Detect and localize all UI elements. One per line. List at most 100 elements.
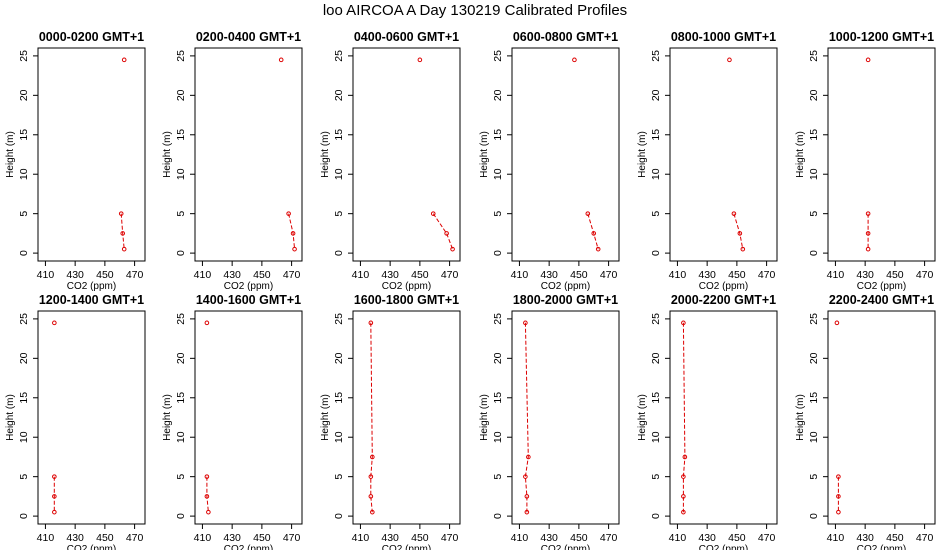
x-tick-label: 470 — [441, 532, 459, 544]
x-tick-label: 410 — [194, 269, 212, 281]
x-tick-label: 450 — [570, 269, 588, 281]
y-axis-label: Height (m) — [320, 394, 331, 441]
y-tick-label: 10 — [333, 168, 345, 180]
y-tick-label: 15 — [808, 392, 820, 404]
data-point — [681, 494, 686, 499]
y-tick-label: 20 — [808, 89, 820, 101]
x-tick-label: 450 — [886, 269, 904, 281]
x-axis-label: CO2 (ppm) — [67, 544, 116, 550]
y-tick-label: 5 — [492, 474, 504, 480]
data-point — [120, 231, 126, 236]
panel-title: 0600-0800 GMT+1 — [513, 30, 618, 44]
y-tick-label: 15 — [650, 392, 662, 404]
x-tick-label: 430 — [856, 532, 874, 544]
x-tick-label: 430 — [540, 269, 558, 281]
panel-title: 1000-1200 GMT+1 — [829, 30, 934, 44]
y-tick-label: 25 — [18, 50, 30, 62]
panel-title: 0400-0600 GMT+1 — [354, 30, 459, 44]
x-axis-label: CO2 (ppm) — [67, 281, 116, 292]
y-tick-label: 10 — [175, 431, 187, 443]
y-axis-label: Height (m) — [5, 394, 16, 441]
y-tick-label: 0 — [333, 513, 345, 519]
data-point — [865, 211, 871, 216]
y-tick-label: 20 — [492, 352, 504, 364]
x-tick-label: 450 — [253, 269, 271, 281]
y-tick-label: 0 — [492, 250, 504, 256]
data-point — [681, 509, 686, 515]
y-axis-label: Height (m) — [320, 131, 331, 178]
data-point — [523, 474, 528, 479]
data-point — [290, 231, 296, 236]
x-tick-label: 470 — [758, 532, 776, 544]
x-axis-label: CO2 (ppm) — [699, 281, 748, 292]
y-tick-label: 5 — [175, 211, 187, 217]
panel-title: 1200-1400 GMT+1 — [39, 293, 144, 307]
data-point — [865, 231, 871, 236]
x-tick-label: 470 — [126, 532, 144, 544]
data-point — [526, 454, 531, 460]
data-point — [368, 494, 374, 499]
panel-title: 2000-2200 GMT+1 — [671, 293, 776, 307]
y-tick-label: 15 — [333, 129, 345, 141]
x-tick-label: 470 — [283, 532, 301, 544]
data-point — [52, 509, 57, 515]
x-tick-label: 450 — [570, 532, 588, 544]
y-tick-label: 25 — [808, 313, 820, 325]
profile-line — [288, 213, 296, 250]
y-tick-label: 5 — [333, 474, 345, 480]
y-tick-label: 10 — [333, 431, 345, 443]
x-tick-label: 430 — [223, 269, 241, 281]
y-tick-label: 15 — [333, 392, 345, 404]
data-point — [865, 246, 871, 252]
y-tick-label: 25 — [650, 50, 662, 62]
x-axis-label: CO2 (ppm) — [541, 544, 590, 550]
x-tick-label: 430 — [66, 532, 84, 544]
data-point — [585, 211, 591, 216]
y-tick-label: 15 — [650, 129, 662, 141]
y-tick-label: 15 — [492, 129, 504, 141]
data-point — [206, 509, 211, 515]
panel-title: 1800-2000 GMT+1 — [513, 293, 618, 307]
y-tick-label: 25 — [175, 50, 187, 62]
y-tick-label: 20 — [492, 89, 504, 101]
data-point — [740, 246, 746, 252]
data-point — [204, 474, 210, 479]
panel-title: 0200-0400 GMT+1 — [196, 30, 301, 44]
x-tick-label: 410 — [37, 269, 55, 281]
x-tick-label: 450 — [253, 532, 271, 544]
profile-line — [370, 322, 373, 513]
x-tick-label: 470 — [916, 269, 934, 281]
y-tick-label: 15 — [18, 392, 30, 404]
x-tick-label: 450 — [411, 269, 429, 281]
x-tick-label: 430 — [223, 532, 241, 544]
y-tick-label: 10 — [650, 431, 662, 443]
data-point — [417, 57, 423, 63]
y-tick-label: 5 — [808, 211, 820, 217]
x-tick-label: 430 — [381, 532, 399, 544]
data-point — [681, 320, 686, 326]
y-tick-label: 10 — [492, 168, 504, 180]
plot-frame — [669, 47, 778, 262]
x-tick-label: 410 — [194, 532, 212, 544]
x-tick-label: 430 — [698, 532, 716, 544]
y-tick-label: 15 — [808, 129, 820, 141]
x-tick-label: 410 — [511, 269, 529, 281]
y-tick-label: 0 — [18, 513, 30, 519]
data-point — [118, 211, 124, 216]
y-tick-label: 5 — [650, 211, 662, 217]
y-tick-label: 0 — [808, 513, 820, 519]
y-tick-label: 5 — [333, 211, 345, 217]
data-point — [204, 320, 210, 326]
profile-line — [524, 322, 529, 513]
data-point — [370, 454, 375, 460]
y-tick-label: 10 — [175, 168, 187, 180]
data-point — [52, 474, 57, 479]
y-tick-label: 25 — [333, 313, 345, 325]
y-tick-label: 20 — [650, 352, 662, 364]
panel-title: 1600-1800 GMT+1 — [354, 293, 459, 307]
y-tick-label: 5 — [18, 211, 30, 217]
y-tick-label: 10 — [492, 431, 504, 443]
panel-title: 2200-2400 GMT+1 — [829, 293, 934, 307]
data-point — [286, 211, 291, 216]
